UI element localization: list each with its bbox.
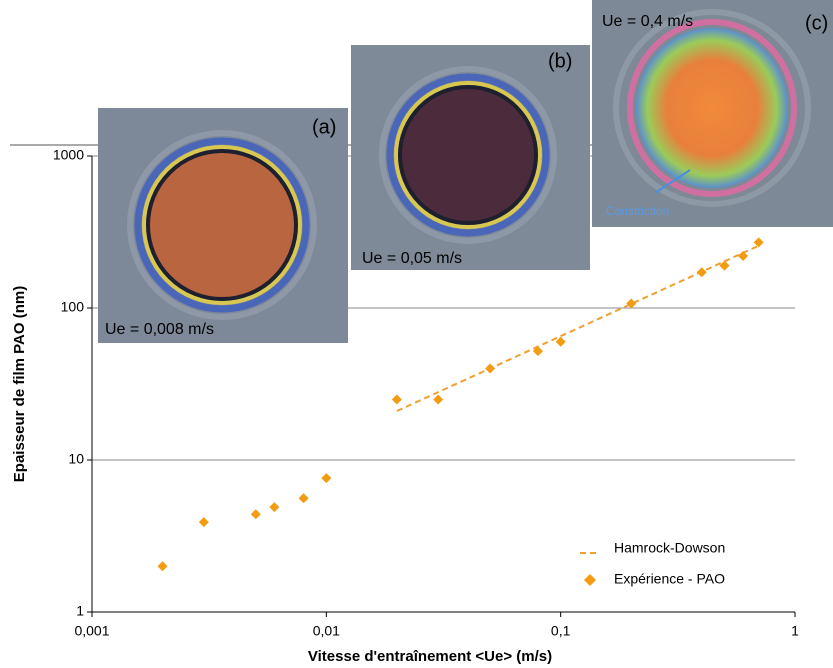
y-tick-label: 1 <box>76 603 84 619</box>
inset-caption: Ue = 0,4 m/s <box>602 13 693 30</box>
inset-c: (c) Ue = 0,4 m/s Constriction <box>592 0 833 227</box>
y-tick-label: 10 <box>68 451 84 467</box>
data-point <box>719 260 730 271</box>
y-tick-label: 100 <box>61 299 85 315</box>
x-tick-label: 0,1 <box>551 623 571 639</box>
y-axis-label: Epaisseur de film PAO (nm) <box>11 286 28 482</box>
inset-b: (b) Ue = 0,05 m/s <box>351 45 590 270</box>
data-point <box>198 517 209 528</box>
data-point <box>555 336 566 347</box>
y-tick-label: 1000 <box>53 147 84 163</box>
legend-symbol <box>584 574 596 586</box>
data-point <box>157 561 168 572</box>
data-point <box>696 267 707 278</box>
data-point <box>738 250 749 261</box>
data-point <box>753 237 764 248</box>
data-point <box>298 493 309 504</box>
data-point <box>391 394 402 405</box>
inset-label: (b) <box>548 50 572 72</box>
data-point <box>269 502 280 513</box>
inset-a: (a) Ue = 0,008 m/s <box>98 108 348 343</box>
data-point <box>485 363 496 374</box>
data-point <box>321 473 332 484</box>
arrow <box>654 169 691 194</box>
inset-caption: Ue = 0,008 m/s <box>105 321 214 338</box>
x-axis-label: Vitesse d'entraînement <Ue> (m/s) <box>308 648 552 665</box>
data-point <box>250 509 261 520</box>
data-point <box>532 346 543 357</box>
inset-annotation: Constriction <box>606 204 669 218</box>
inset-label: (a) <box>312 116 336 138</box>
x-tick-label: 1 <box>791 623 799 639</box>
x-tick-label: 0,01 <box>313 623 340 639</box>
legend-label: Hamrock-Dowson <box>614 540 725 556</box>
x-tick-label: 0,001 <box>74 623 109 639</box>
inset-caption: Ue = 0,05 m/s <box>362 250 462 267</box>
legend-label: Expérience - PAO <box>614 571 725 587</box>
data-point <box>433 394 444 405</box>
data-point <box>626 298 637 309</box>
inset-label: (c) <box>805 12 828 34</box>
